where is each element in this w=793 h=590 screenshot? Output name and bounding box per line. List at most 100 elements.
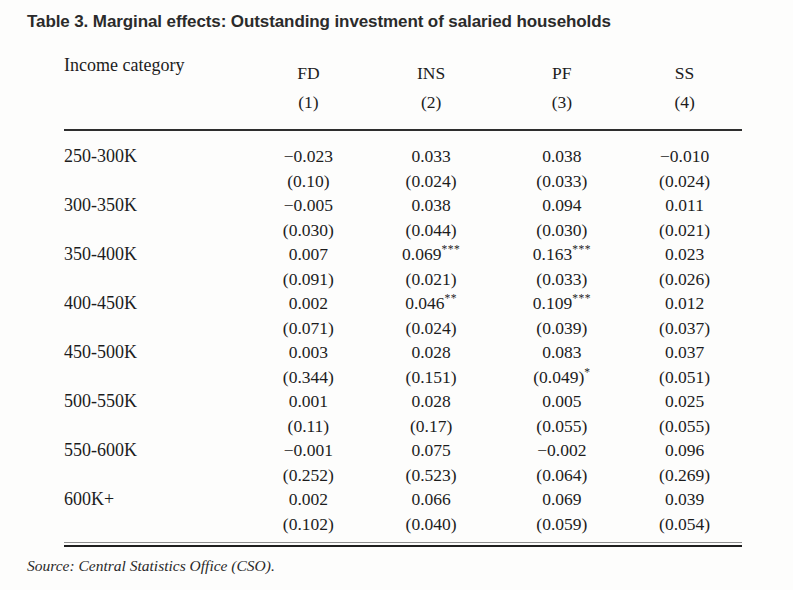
table-row: 550-600K−0.001(0.252)0.075(0.523)−0.002(…	[64, 438, 742, 487]
income-category-cell: 400-450K	[64, 291, 251, 340]
coefficient-line: 0.046**	[366, 291, 497, 316]
coefficient-value: 0.028	[411, 391, 450, 411]
standard-error-line: (0.055)	[496, 414, 627, 439]
coefficient-line: 0.075	[366, 438, 497, 463]
coefficient-line: 0.028	[366, 389, 497, 414]
standard-error-line: (0.030)	[251, 218, 366, 243]
coefficient-line: 0.033	[366, 144, 497, 169]
standard-error-value: (0.055)	[536, 416, 587, 436]
coefficient-value: 0.163	[533, 244, 572, 264]
standard-error-value: (0.11)	[288, 416, 330, 436]
standard-error-value: (0.021)	[406, 269, 457, 289]
estimate-cell: 0.066(0.040)	[366, 487, 497, 536]
coefficient-value: 0.011	[665, 195, 704, 215]
estimate-cell: 0.069(0.059)	[496, 487, 627, 536]
table-row: 250-300K−0.023(0.10)0.033(0.024)0.038(0.…	[64, 130, 742, 193]
coefficient-line: 0.163***	[496, 242, 627, 267]
coefficient-value: 0.037	[665, 342, 704, 362]
coefficient-value: 0.075	[411, 440, 450, 460]
standard-error-value: (0.071)	[283, 318, 334, 338]
estimate-cell: 0.002(0.102)	[251, 487, 366, 536]
coefficient-line: 0.039	[627, 487, 742, 512]
coefficient-line: 0.005	[496, 389, 627, 414]
table-row: 300-350K−0.005(0.030)0.038(0.044)0.094(0…	[64, 193, 742, 242]
column-header: PF(3)	[496, 53, 627, 130]
estimate-cell: 0.163***(0.033)	[496, 242, 627, 291]
coefficient-line: 0.011	[627, 193, 742, 218]
table-row: 350-400K0.007(0.091)0.069***(0.021)0.163…	[64, 242, 742, 291]
coefficient-value: 0.033	[411, 146, 450, 166]
column-header-income-category: Income category	[64, 53, 251, 130]
table-row: 450-500K0.003(0.344)0.028(0.151)0.083(0.…	[64, 340, 742, 389]
coefficient-line: 0.096	[627, 438, 742, 463]
coefficient-value: 0.005	[542, 391, 581, 411]
coefficient-value: −0.010	[660, 146, 709, 166]
standard-error-value: (0.044)	[406, 220, 457, 240]
estimate-cell: 0.037 (0.051)	[627, 340, 742, 389]
coefficient-value: 0.028	[411, 342, 450, 362]
standard-error-value: (0.033)	[536, 269, 587, 289]
coefficient-line: 0.012	[627, 291, 742, 316]
coefficient-value: 0.039	[665, 489, 704, 509]
coefficient-value: 0.003	[289, 342, 328, 362]
coefficient-value: 0.083	[542, 342, 581, 362]
estimate-cell: 0.028(0.151)	[366, 340, 497, 389]
standard-error-line: (0.055)	[627, 414, 742, 439]
estimate-cell: 0.046**(0.024)	[366, 291, 497, 340]
standard-error-line: (0.040)	[366, 512, 497, 537]
column-number: (1)	[251, 85, 366, 114]
column-label: SS	[627, 53, 742, 85]
coefficient-value: 0.001	[289, 391, 328, 411]
standard-error-line: (0.039)	[496, 316, 627, 341]
table-header-row: Income categoryFD(1)INS(2)PF(3)SS(4)	[64, 53, 742, 130]
standard-error-line: (0.054)	[627, 512, 742, 537]
standard-error-value: (0.033)	[536, 171, 587, 191]
coefficient-value: 0.094	[542, 195, 581, 215]
coefficient-value: 0.096	[665, 440, 704, 460]
estimate-cell: −0.001 (0.252)	[251, 438, 366, 487]
standard-error-line: (0.071)	[251, 316, 366, 341]
income-category-cell: 250-300K	[64, 130, 251, 193]
column-number: (3)	[496, 85, 627, 114]
standard-error-line: (0.037)	[627, 316, 742, 341]
source-note: Source: Central Statistics Office (CSO).	[0, 556, 793, 576]
coefficient-line: 0.001	[251, 389, 366, 414]
standard-error-line: (0.11)	[251, 414, 366, 439]
coefficient-value: −0.001	[284, 440, 333, 460]
coefficient-line: −0.002	[496, 438, 627, 463]
estimate-cell: 0.109***(0.039)	[496, 291, 627, 340]
estimate-cell: −0.005(0.030)	[251, 193, 366, 242]
income-category-cell: 500-550K	[64, 389, 251, 438]
coefficient-line: 0.109***	[496, 291, 627, 316]
column-header: INS(2)	[366, 53, 497, 130]
coefficient-line: −0.010	[627, 144, 742, 169]
document-page: Table 3. Marginal effects: Outstanding i…	[0, 0, 793, 590]
coefficient-value: 0.046	[405, 293, 444, 313]
coefficient-value: −0.023	[284, 146, 333, 166]
standard-error-value: (0.523)	[406, 465, 457, 485]
estimate-cell: 0.038(0.044)	[366, 193, 497, 242]
significance-stars-icon: *	[584, 366, 590, 378]
income-category-cell: 600K+	[64, 487, 251, 536]
coefficient-line: 0.037	[627, 340, 742, 365]
column-header: FD(1)	[251, 53, 366, 130]
estimate-cell: 0.038 (0.033)	[496, 130, 627, 193]
coefficient-value: 0.038	[542, 146, 581, 166]
standard-error-value: (0.049)	[533, 367, 584, 387]
income-category-cell: 450-500K	[64, 340, 251, 389]
column-number: (2)	[366, 85, 497, 114]
estimate-cell: 0.039 (0.054)	[627, 487, 742, 536]
standard-error-value: (0.252)	[283, 465, 334, 485]
coefficient-line: 0.069	[496, 487, 627, 512]
standard-error-value: (0.039)	[536, 318, 587, 338]
estimate-cell: 0.002(0.071)	[251, 291, 366, 340]
standard-error-line: (0.049)*	[496, 365, 627, 390]
standard-error-line: (0.102)	[251, 512, 366, 537]
coefficient-value: 0.007	[289, 244, 328, 264]
standard-error-line: (0.051)	[627, 365, 742, 390]
table-row: 600K+0.002(0.102)0.066(0.040)0.069(0.059…	[64, 487, 742, 536]
standard-error-value: (0.024)	[406, 171, 457, 191]
standard-error-line: (0.059)	[496, 512, 627, 537]
standard-error-line: (0.024)	[366, 316, 497, 341]
standard-error-line: (0.523)	[366, 463, 497, 488]
